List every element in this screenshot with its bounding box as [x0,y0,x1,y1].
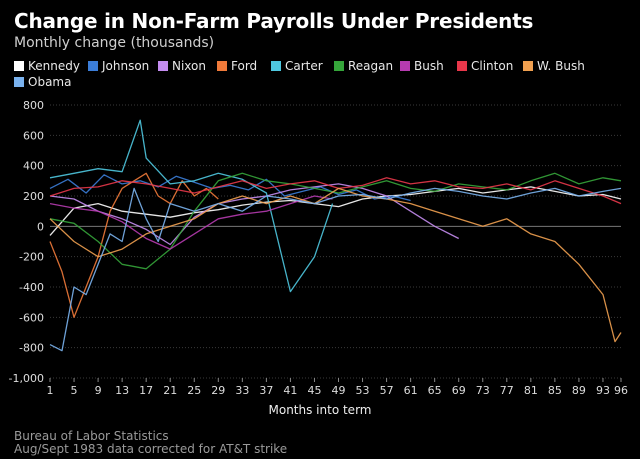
legend-swatch [88,61,98,71]
x-tick-label: 45 [307,384,321,397]
legend-label: Ford [231,59,258,73]
legend-item-johnson: Johnson [88,59,149,73]
series-line-carter [49,119,334,293]
legend-swatch [158,61,168,71]
legend-item-kennedy: Kennedy [14,59,80,73]
legend-item-ford: Ford [217,59,257,73]
legend-item-carter: Carter [271,59,323,73]
source-line-1: Bureau of Labor Statistics [14,429,169,443]
series-line-reagan [49,172,622,270]
legend-swatch [271,61,281,71]
legend-label: Kennedy [28,59,80,73]
legend-swatch [217,61,227,71]
x-tick-label: 33 [235,384,249,397]
source-note: Bureau of Labor Statistics Aug/Sept 1983… [14,430,287,456]
y-tick-label: 600 [23,129,44,142]
legend-label: W. Bush [537,59,585,73]
legend-swatch [14,61,24,71]
legend-item-nixon: Nixon [158,59,206,73]
legend-item-w-bush: W. Bush [523,59,585,73]
legend-swatch [523,61,533,71]
x-tick-label: 49 [332,384,346,397]
series-lines [49,119,622,352]
x-tick-label: 65 [428,384,442,397]
x-tick-label: 96 [614,384,628,397]
legend-swatch [400,61,410,71]
y-tick-label: 0 [37,220,44,233]
legend-swatch [457,61,467,71]
legend-label: Johnson [102,59,150,73]
x-tick-label: 13 [115,384,129,397]
legend-item-reagan: Reagan [334,59,393,73]
source-line-2: Aug/Sept 1983 data corrected for AT&T st… [14,442,288,456]
series-line-ford [49,172,219,318]
x-tick-label: 77 [500,384,514,397]
x-tick-label: 73 [476,384,490,397]
x-tick-label: 93 [596,384,610,397]
series-line-w-bush [49,187,622,343]
x-tick-label: 37 [259,384,273,397]
x-tick-label: 1 [47,384,54,397]
legend-label: Clinton [471,59,514,73]
series-line-obama [49,187,622,352]
legend-swatch [334,61,344,71]
legend-item-obama: Obama [14,75,71,89]
x-tick-label: 25 [187,384,201,397]
x-tick-label: 5 [71,384,78,397]
legend-item-clinton: Clinton [457,59,513,73]
x-tick-label: 41 [283,384,297,397]
legend-label: Bush [414,59,444,73]
x-tick-label: 61 [404,384,418,397]
y-tick-label: -800 [19,342,44,355]
x-axis-label: Months into term [268,403,372,417]
x-tick-label: 81 [524,384,538,397]
x-axis-ticks: 1 5 9 13 17 21 25 29 33 37 41 45 49 53 57 61 65 69 73 77 81 8… [47,378,628,397]
x-tick-label: 53 [356,384,370,397]
y-tick-label: -400 [19,281,44,294]
chart-subtitle: Monthly change (thousands) [14,35,215,51]
gridlines [50,104,621,379]
y-tick-label: -1,000 [9,372,44,385]
legend-label: Reagan [348,59,394,73]
y-tick-label: 400 [23,160,44,173]
x-tick-label: 9 [95,384,102,397]
legend-label: Obama [28,75,72,89]
y-axis-ticks: -1,000 -800 -600 -400 -200 0 200 400 600 800 [9,99,44,385]
x-tick-label: 89 [572,384,586,397]
legend-label: Carter [285,59,323,73]
series-line-kennedy [49,186,622,236]
x-tick-label: 17 [139,384,153,397]
x-tick-label: 29 [211,384,225,397]
y-tick-label: 800 [23,99,44,112]
legend-label: Nixon [172,59,206,73]
x-tick-label: 85 [548,384,562,397]
y-tick-label: 200 [23,190,44,203]
x-tick-label: 21 [163,384,177,397]
series-line-johnson [49,174,411,202]
y-tick-label: -600 [19,311,44,324]
legend-swatch [14,77,24,87]
series-line-bush [49,195,333,250]
x-tick-label: 69 [452,384,466,397]
y-tick-label: -200 [19,251,44,264]
chart-title: Change in Non-Farm Payrolls Under Presid… [14,9,534,33]
legend-item-bush: Bush [400,59,444,73]
x-tick-label: 57 [380,384,394,397]
